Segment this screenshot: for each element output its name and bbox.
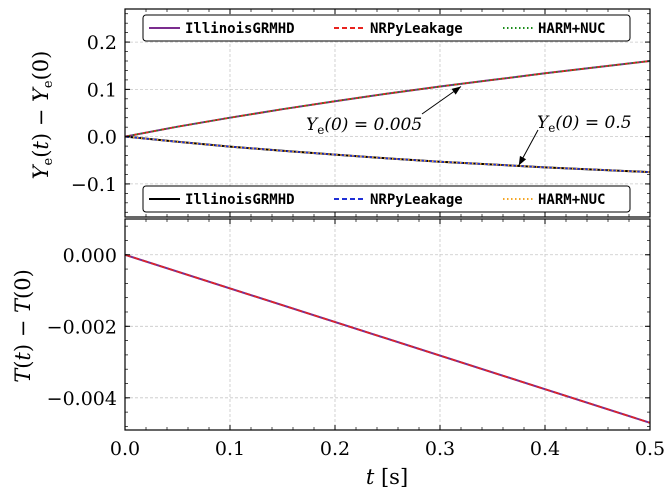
- y-tick-label: −0.1: [71, 174, 117, 196]
- y-tick-label: 0.000: [63, 245, 117, 267]
- annotation-arrowhead: [451, 86, 461, 95]
- legend-label: NRPyLeakage: [370, 192, 463, 208]
- legend-top: IllinoisGRMHD NRPyLeakage HARM+NUC: [142, 14, 631, 42]
- series-line: [124, 135, 651, 173]
- series-line: [124, 135, 651, 173]
- legend-box: [142, 14, 631, 42]
- annotation-arrowhead: [518, 155, 527, 166]
- x-tick-label: 0.4: [530, 438, 560, 460]
- temperature-axis-label: T(t) − T(0): [11, 269, 35, 383]
- ye-panel-series: [124, 60, 651, 174]
- legend-label: NRPyLeakage: [370, 21, 463, 37]
- series-line: [124, 60, 651, 138]
- x-tick-label: 0.5: [635, 438, 665, 460]
- x-tick-label: 0.2: [320, 438, 350, 460]
- annotation-label: Ye(0) = 0.5: [537, 113, 632, 135]
- legend-box: [142, 185, 631, 213]
- temperature-panel-ticks: 0.0 0.1 0.2 0.3 0.4 0.5 0.000 −0.002 −0.004: [47, 219, 665, 460]
- annotation-label: Ye(0) = 0.005: [306, 115, 422, 137]
- series-line: [124, 60, 651, 138]
- y-tick-label: −0.002: [47, 316, 117, 338]
- ye-panel: 0.20.10.0−0.1 Ye(0) = 0.005 Ye(0) = 0.5 …: [29, 8, 651, 218]
- temperature-panel: 0.0 0.1 0.2 0.3 0.4 0.5 0.000 −0.002 −0.004 T(t)…: [11, 218, 665, 489]
- y-tick-label: 0.0: [87, 127, 117, 149]
- x-tick-label: 0.1: [215, 438, 245, 460]
- ye-panel-ticks: 0.2 0.1 0.0 −0.1: [71, 9, 651, 217]
- time-axis-label: t [s]: [366, 465, 408, 489]
- series-line: [124, 254, 651, 424]
- x-tick-label: 0.3: [425, 438, 455, 460]
- x-tick-label: 0.0: [110, 438, 140, 460]
- legend-label: HARM+NUC: [538, 21, 605, 37]
- y-tick-label: 0.2: [87, 32, 117, 54]
- y-tick-label: 0.1: [87, 79, 117, 101]
- ye-axis-label: Ye(t) − Ye(0): [29, 51, 56, 180]
- legend-label: IllinoisGRMHD: [185, 192, 295, 208]
- legend-label: HARM+NUC: [538, 192, 605, 208]
- annotation-ye-0005: Ye(0) = 0.005: [306, 86, 462, 137]
- ye-panel-grid: [124, 9, 651, 217]
- legend-label: IllinoisGRMHD: [185, 21, 295, 37]
- ye-panel-frame: [124, 8, 651, 218]
- y-tick-label: −0.004: [47, 388, 117, 410]
- series-line: [124, 135, 651, 174]
- legend-bottom: IllinoisGRMHD NRPyLeakage HARM+NUC: [142, 185, 631, 213]
- temperature-panel-frame: [124, 218, 651, 431]
- temperature-panel-series: [124, 253, 651, 424]
- annotation-ye-05: Ye(0) = 0.5: [518, 113, 632, 166]
